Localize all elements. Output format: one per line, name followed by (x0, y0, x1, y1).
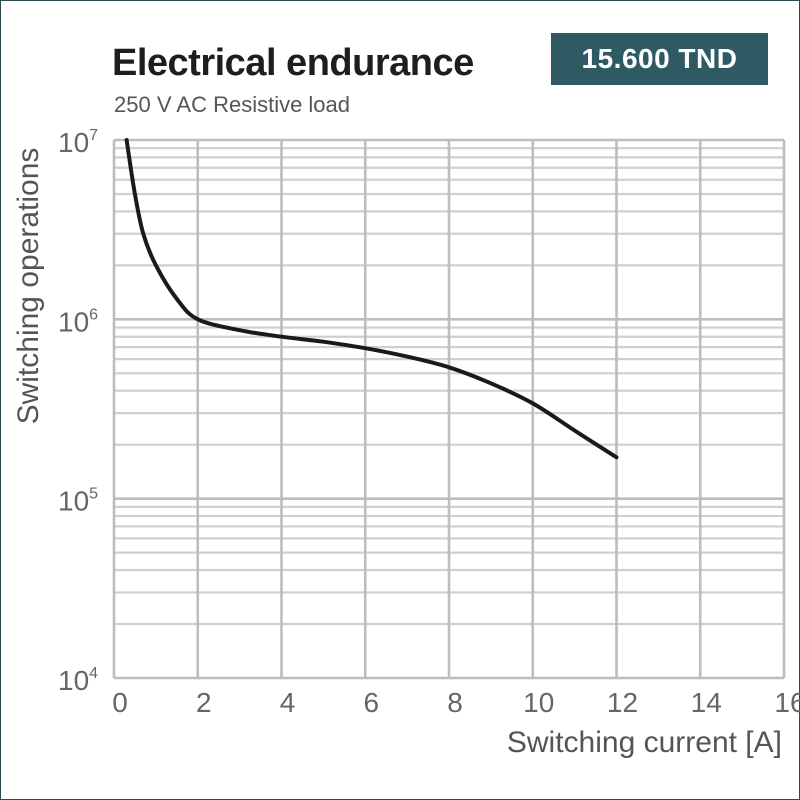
x-tick-label: 14 (691, 687, 722, 718)
y-tick-label: 106 (58, 306, 98, 337)
price-badge: 15.600 TND (551, 33, 768, 85)
x-tick-label: 4 (280, 687, 296, 718)
y-axis-label: Switching operations (12, 148, 45, 425)
x-tick-label: 10 (523, 687, 554, 718)
x-tick-label: 16 (774, 687, 800, 718)
chart-subtitle: 250 V AC Resistive load (114, 92, 351, 117)
x-tick-label: 8 (447, 687, 463, 718)
x-tick-label: 6 (363, 687, 379, 718)
y-tick-label: 105 (58, 486, 98, 517)
x-tick-labels: 0 2 4 6 8 10 12 14 16 (112, 687, 800, 718)
chart-title: Electrical endurance (112, 42, 474, 84)
y-tick-labels: 104 105 106 107 (58, 127, 98, 696)
x-tick-label: 12 (607, 687, 638, 718)
x-tick-label: 2 (196, 687, 212, 718)
y-tick-label: 104 (58, 665, 98, 696)
endurance-curve (124, 138, 619, 460)
x-tick-label: 0 (112, 687, 128, 718)
chart-grid (112, 138, 786, 680)
y-tick-label: 107 (58, 127, 98, 158)
x-axis-label: Switching current [A] (507, 726, 782, 759)
